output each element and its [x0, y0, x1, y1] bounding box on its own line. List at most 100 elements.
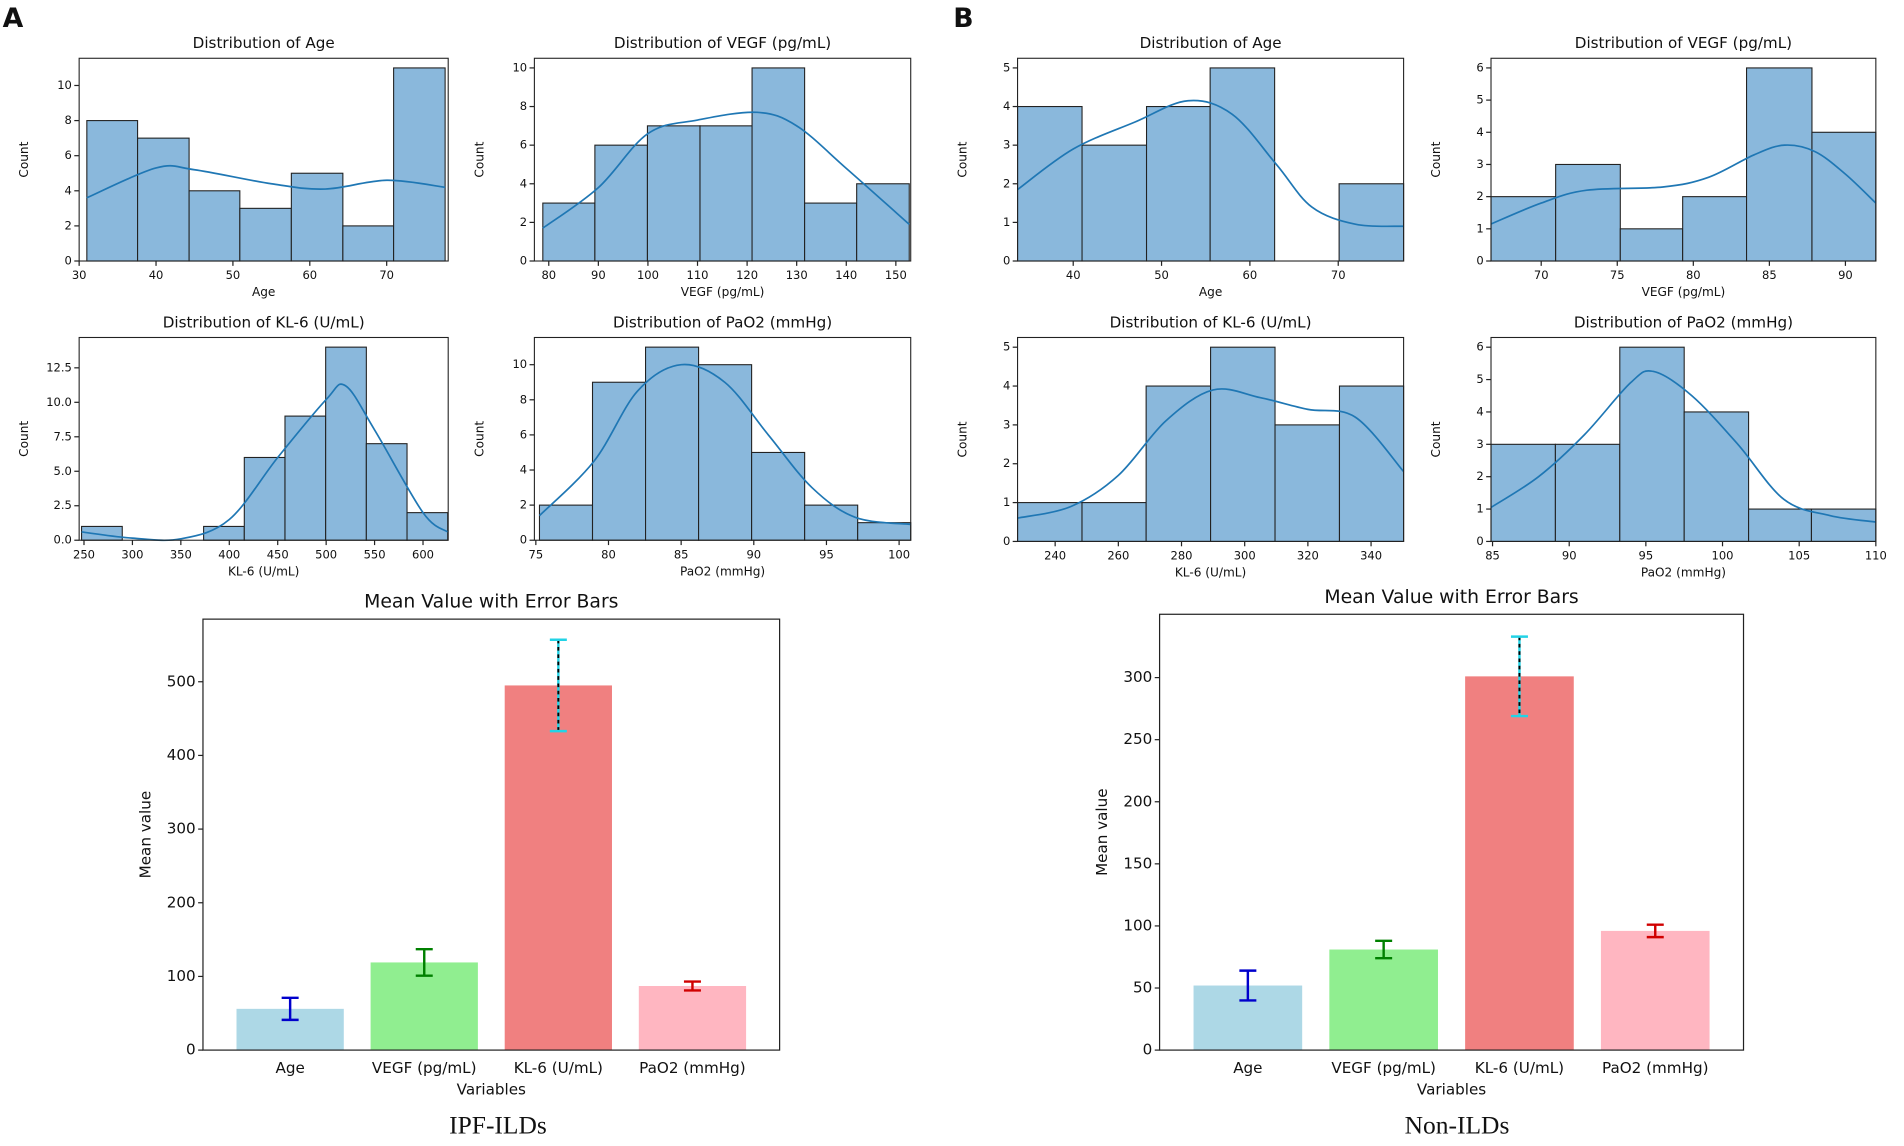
y-tick-label: 4 [65, 183, 72, 197]
x-tick-label: 240 [1044, 549, 1066, 563]
y-tick-label: 0 [186, 1041, 196, 1059]
x-tick-label: 100 [637, 268, 659, 282]
hist-bar [188, 190, 241, 262]
y-axis-label: Count [472, 141, 486, 177]
x-tick-label: 450 [267, 547, 289, 561]
y-tick-label: 4 [1003, 99, 1010, 113]
hist-bar [406, 512, 449, 541]
kde-line [538, 363, 911, 526]
x-tick-label: 280 [1171, 549, 1193, 563]
x-tick-label: KL-6 (U/mL) [1475, 1059, 1564, 1077]
x-tick-label: 105 [1788, 549, 1810, 563]
hist-bar [1017, 502, 1083, 542]
y-tick-label: 0 [1476, 534, 1483, 548]
y-tick-label: 0 [1476, 254, 1483, 268]
x-tick-label: 260 [1107, 549, 1129, 563]
y-axis-label: Count [955, 421, 969, 457]
axes-frame [78, 57, 449, 262]
x-tick-label: Age [275, 1059, 304, 1077]
x-tick-label: 250 [73, 547, 95, 561]
y-tick-label: 2 [520, 215, 527, 229]
x-tick-label: 140 [835, 268, 857, 282]
axes-frame [533, 336, 912, 541]
y-tick-label: 8 [520, 392, 527, 406]
panel-label: B [953, 3, 973, 34]
y-tick-label: 10 [512, 357, 527, 371]
y-tick-label: 2 [520, 498, 527, 512]
axes-frame [1017, 336, 1405, 542]
axes-frame [1490, 57, 1877, 262]
y-tick-label: 3 [1003, 138, 1010, 152]
hist-bar [699, 125, 753, 262]
hist-bar [1619, 346, 1685, 542]
x-tick-label: 90 [1838, 268, 1853, 282]
hist-bar [1274, 424, 1341, 542]
chart-title: Distribution of VEGF (pg/mL) [614, 34, 831, 52]
kde-line [1017, 388, 1405, 519]
hist-bar [646, 125, 701, 262]
kde-line [86, 164, 446, 199]
x-tick-label: Age [1233, 1059, 1262, 1077]
chart-title: Mean Value with Error Bars [1324, 587, 1578, 608]
x-tick-label: 60 [1243, 268, 1258, 282]
bar [370, 962, 478, 1051]
x-tick-label: 70 [379, 268, 394, 282]
hist-bar [645, 346, 700, 541]
y-tick-label: 0 [520, 533, 527, 547]
y-tick-label: 100 [1123, 916, 1152, 934]
x-tick-label: 95 [819, 547, 834, 561]
x-tick-label: 500 [315, 547, 337, 561]
hist-bar [239, 207, 292, 262]
x-tick-label: 80 [601, 547, 616, 561]
y-tick-label: 12.5 [46, 360, 72, 374]
x-axis-label: VEGF (pg/mL) [1642, 285, 1726, 299]
x-axis-label: PaO2 (mmHg) [680, 564, 765, 578]
x-tick-label: 100 [888, 547, 910, 561]
y-tick-label: 3 [1003, 417, 1010, 431]
kde-line [1490, 144, 1877, 225]
y-tick-label: 6 [1476, 340, 1483, 354]
y-tick-label: 4 [1003, 379, 1010, 393]
hist-bar [325, 346, 367, 541]
hist-bar [751, 451, 806, 541]
hist-bar [1619, 228, 1684, 262]
y-tick-label: 5 [1476, 93, 1483, 107]
bar [1465, 676, 1574, 1051]
axes-frame [1158, 613, 1745, 1051]
y-tick-label: 500 [167, 672, 196, 690]
hist-bar [1081, 144, 1148, 262]
hist-bar [1555, 163, 1621, 262]
x-tick-label: 60 [302, 268, 317, 282]
hist-bar [243, 456, 286, 541]
bar [504, 685, 612, 1051]
y-tick-label: 6 [1476, 60, 1483, 74]
y-tick-label: 2 [1003, 456, 1010, 470]
chart-title: Mean Value with Error Bars [364, 592, 618, 613]
bar [1600, 930, 1710, 1051]
x-tick-label: 80 [541, 268, 556, 282]
x-tick-label: 100 [1712, 549, 1734, 563]
y-axis-label: Count [1429, 421, 1443, 457]
x-tick-label: 70 [1534, 268, 1549, 282]
y-tick-label: 6 [520, 427, 527, 441]
y-axis-label: Count [1429, 141, 1443, 177]
x-tick-label: 50 [1154, 268, 1169, 282]
y-tick-label: 5.0 [54, 464, 72, 478]
x-tick-label: 150 [885, 268, 907, 282]
chart-title: Distribution of PaO2 (mmHg) [613, 313, 832, 331]
y-axis-label: Count [472, 421, 486, 457]
y-tick-label: 10 [512, 60, 527, 74]
y-axis-label: Mean value [136, 791, 154, 879]
x-axis-label: Age [252, 285, 275, 299]
x-tick-label: 110 [1865, 549, 1887, 563]
hist-bar [365, 443, 408, 541]
y-tick-label: 5 [1476, 372, 1483, 386]
x-tick-label: 85 [1762, 268, 1777, 282]
chart-title: Distribution of KL-6 (U/mL) [163, 313, 365, 331]
hist-bar [857, 522, 912, 541]
y-tick-label: 0 [1003, 534, 1010, 548]
y-tick-label: 200 [1123, 792, 1152, 810]
x-tick-label: 340 [1360, 549, 1382, 563]
